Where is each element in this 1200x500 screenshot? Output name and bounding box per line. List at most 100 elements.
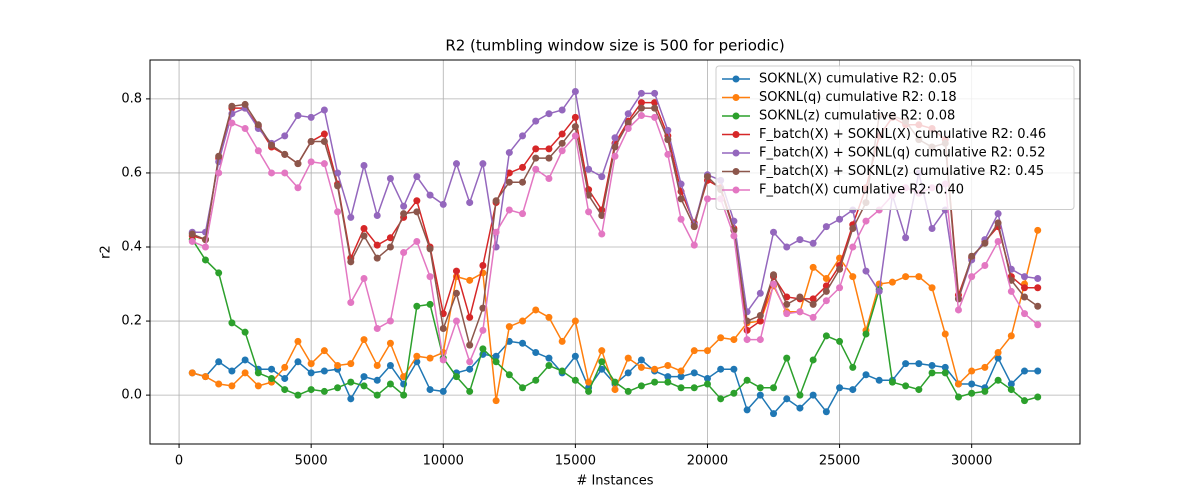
point	[466, 199, 474, 207]
legend-label: F_batch(X) cumulative R2: 0.40	[759, 183, 964, 198]
point	[426, 191, 434, 199]
legend-marker	[732, 149, 740, 157]
point	[928, 224, 936, 232]
point	[585, 165, 593, 173]
point	[822, 332, 830, 340]
point	[545, 154, 553, 162]
point	[360, 274, 368, 282]
point	[981, 387, 989, 395]
point	[624, 125, 632, 133]
point	[294, 160, 302, 168]
point	[836, 384, 844, 392]
point	[637, 89, 645, 97]
point	[1034, 284, 1042, 292]
point	[770, 271, 778, 279]
point	[241, 100, 249, 108]
point	[215, 152, 223, 160]
point	[981, 239, 989, 247]
point	[809, 239, 817, 247]
point	[664, 373, 672, 381]
point	[466, 341, 474, 349]
point	[875, 376, 883, 384]
point	[519, 178, 527, 186]
chart-title: R2 (tumbling window size is 500 for peri…	[445, 37, 784, 55]
point	[836, 215, 844, 223]
point	[479, 326, 487, 334]
point	[690, 384, 698, 392]
point	[545, 145, 553, 153]
point	[439, 200, 447, 208]
point	[743, 376, 751, 384]
point	[281, 169, 289, 177]
point	[307, 360, 315, 368]
point	[492, 228, 500, 236]
point	[1034, 321, 1042, 329]
point	[294, 337, 302, 345]
x-tick-label: 20000	[687, 454, 728, 469]
point	[360, 336, 368, 344]
point	[307, 369, 315, 377]
point	[254, 147, 262, 155]
point	[347, 213, 355, 221]
point	[915, 360, 923, 368]
point	[1007, 332, 1015, 340]
point	[624, 369, 632, 377]
point	[254, 369, 262, 377]
point	[703, 173, 711, 181]
point	[822, 297, 830, 305]
point	[730, 365, 738, 373]
point	[783, 395, 791, 403]
point	[215, 358, 223, 366]
point	[571, 123, 579, 131]
point	[201, 243, 209, 251]
point	[320, 387, 328, 395]
point	[479, 345, 487, 353]
x-tick-label: 5000	[295, 454, 328, 469]
x-tick-label: 30000	[951, 454, 992, 469]
point	[651, 99, 659, 107]
point	[941, 363, 949, 371]
point	[452, 373, 460, 381]
point	[334, 169, 342, 177]
point	[611, 143, 619, 151]
point	[334, 208, 342, 216]
point	[1034, 393, 1042, 401]
point	[545, 313, 553, 321]
point	[1007, 287, 1015, 295]
point	[413, 302, 421, 310]
point	[281, 386, 289, 394]
point	[796, 236, 804, 244]
point	[320, 367, 328, 375]
point	[928, 284, 936, 292]
point	[1021, 273, 1029, 281]
point	[294, 112, 302, 120]
point	[954, 295, 962, 303]
point	[519, 339, 527, 347]
point	[532, 306, 540, 314]
point	[888, 278, 896, 286]
point	[347, 258, 355, 266]
point	[281, 374, 289, 382]
point	[783, 354, 791, 362]
point	[320, 106, 328, 114]
legend-label: F_batch(X) + SOKNL(z) cumulative R2: 0.4…	[759, 164, 1044, 179]
point	[228, 367, 236, 375]
point	[532, 376, 540, 384]
point	[703, 380, 711, 388]
point	[571, 352, 579, 360]
point	[268, 365, 276, 373]
point	[268, 169, 276, 177]
point	[796, 293, 804, 301]
point	[902, 234, 910, 242]
point	[664, 136, 672, 144]
point	[307, 158, 315, 166]
point	[611, 386, 619, 394]
point	[624, 119, 632, 127]
point	[452, 160, 460, 168]
point	[954, 393, 962, 401]
point	[743, 336, 751, 344]
point	[611, 378, 619, 386]
y-tick-label: 0.6	[121, 165, 142, 180]
point	[294, 391, 302, 399]
point	[836, 284, 844, 292]
